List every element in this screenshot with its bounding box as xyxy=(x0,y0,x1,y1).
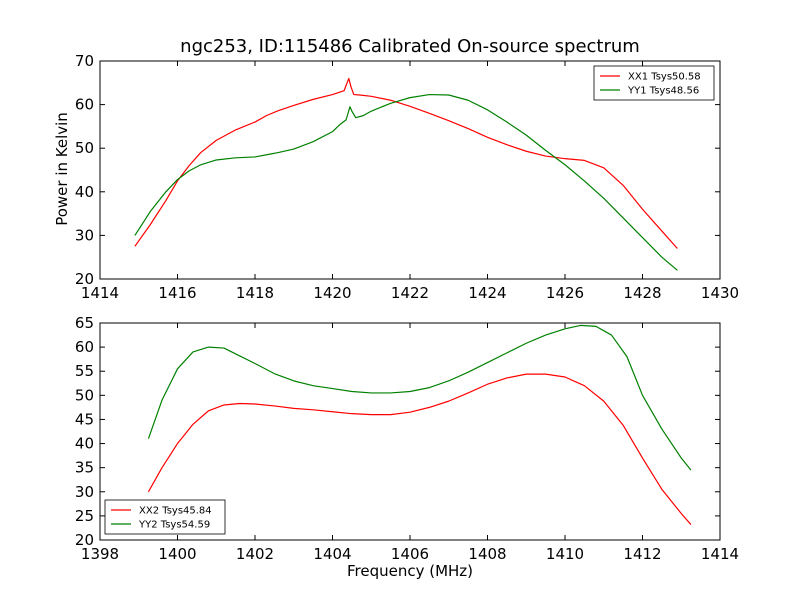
x-tick-label: 1420 xyxy=(313,284,351,302)
y-tick-label: 60 xyxy=(75,338,94,356)
x-tick-label: 1400 xyxy=(158,545,196,563)
x-tick-label: 1414 xyxy=(81,284,119,302)
legend-box xyxy=(104,499,226,535)
x-tick-label: 1414 xyxy=(701,545,739,563)
chart-bottom: Frequency (MHz) 1398 1400 1402 1404 1406 1408… xyxy=(75,314,739,580)
y-tick-label: 40 xyxy=(75,435,94,453)
legend-entry: YY1 Tsys48.56 xyxy=(627,86,699,97)
x-tick-label: 1428 xyxy=(623,284,661,302)
legend-box xyxy=(593,65,715,101)
x-tick-label: 1418 xyxy=(236,284,274,302)
x-tick-label: 1412 xyxy=(623,545,661,563)
legend-entry: XX2 Tsys45.84 xyxy=(139,506,212,517)
plot-area: 1398 1400 1402 1404 1406 1408 1410 1412 1414 20 25… xyxy=(75,314,739,563)
series-line-YY1 Tsys48.56 xyxy=(134,93,678,271)
x-tick-label: 1410 xyxy=(546,545,584,563)
y-tick-label: 20 xyxy=(75,531,94,549)
y-tick-label: 45 xyxy=(75,410,94,428)
x-tick-label: 1426 xyxy=(546,284,584,302)
plot-area: 1414 1416 1418 1420 1422 1424 1426 1428 1430 20 30… xyxy=(75,52,739,302)
x-tick-label: 1398 xyxy=(81,545,119,563)
series-line-XX1 Tsys50.58 xyxy=(134,77,678,249)
y-tick-label: 20 xyxy=(75,270,94,288)
x-tick-label: 1404 xyxy=(313,545,351,563)
y-tick-label: 55 xyxy=(75,362,94,380)
series-line-YY2 Tsys54.59 xyxy=(147,324,692,471)
y-tick-label: 60 xyxy=(75,96,94,114)
y-tick-label: 40 xyxy=(75,183,94,201)
x-tick-label: 1424 xyxy=(468,284,506,302)
y-tick-label: 65 xyxy=(75,314,94,332)
x-tick-label: 1422 xyxy=(391,284,429,302)
x-tick-label: 1430 xyxy=(701,284,739,302)
y-tick-label: 30 xyxy=(75,226,94,244)
y-axis-label: Power in Kelvin xyxy=(53,112,71,226)
chart-top: ngc253, ID:115486 Calibrated On-source s… xyxy=(53,36,739,302)
x-tick-label: 1408 xyxy=(468,545,506,563)
x-tick-label: 1406 xyxy=(391,545,429,563)
y-tick-label: 25 xyxy=(75,507,94,525)
series-line-XX2 Tsys45.84 xyxy=(147,373,692,525)
y-tick-label: 50 xyxy=(75,386,94,404)
y-tick-label: 50 xyxy=(75,139,94,157)
x-tick-label: 1416 xyxy=(158,284,196,302)
y-tick-label: 35 xyxy=(75,459,94,477)
legend-entry: YY2 Tsys54.59 xyxy=(138,520,210,531)
y-tick-label: 70 xyxy=(75,52,94,70)
chart-title: ngc253, ID:115486 Calibrated On-source s… xyxy=(180,36,640,57)
y-tick-label: 30 xyxy=(75,483,94,501)
x-axis-label: Frequency (MHz) xyxy=(347,562,473,580)
legend-entry: XX1 Tsys50.58 xyxy=(628,72,701,83)
x-tick-label: 1402 xyxy=(236,545,274,563)
